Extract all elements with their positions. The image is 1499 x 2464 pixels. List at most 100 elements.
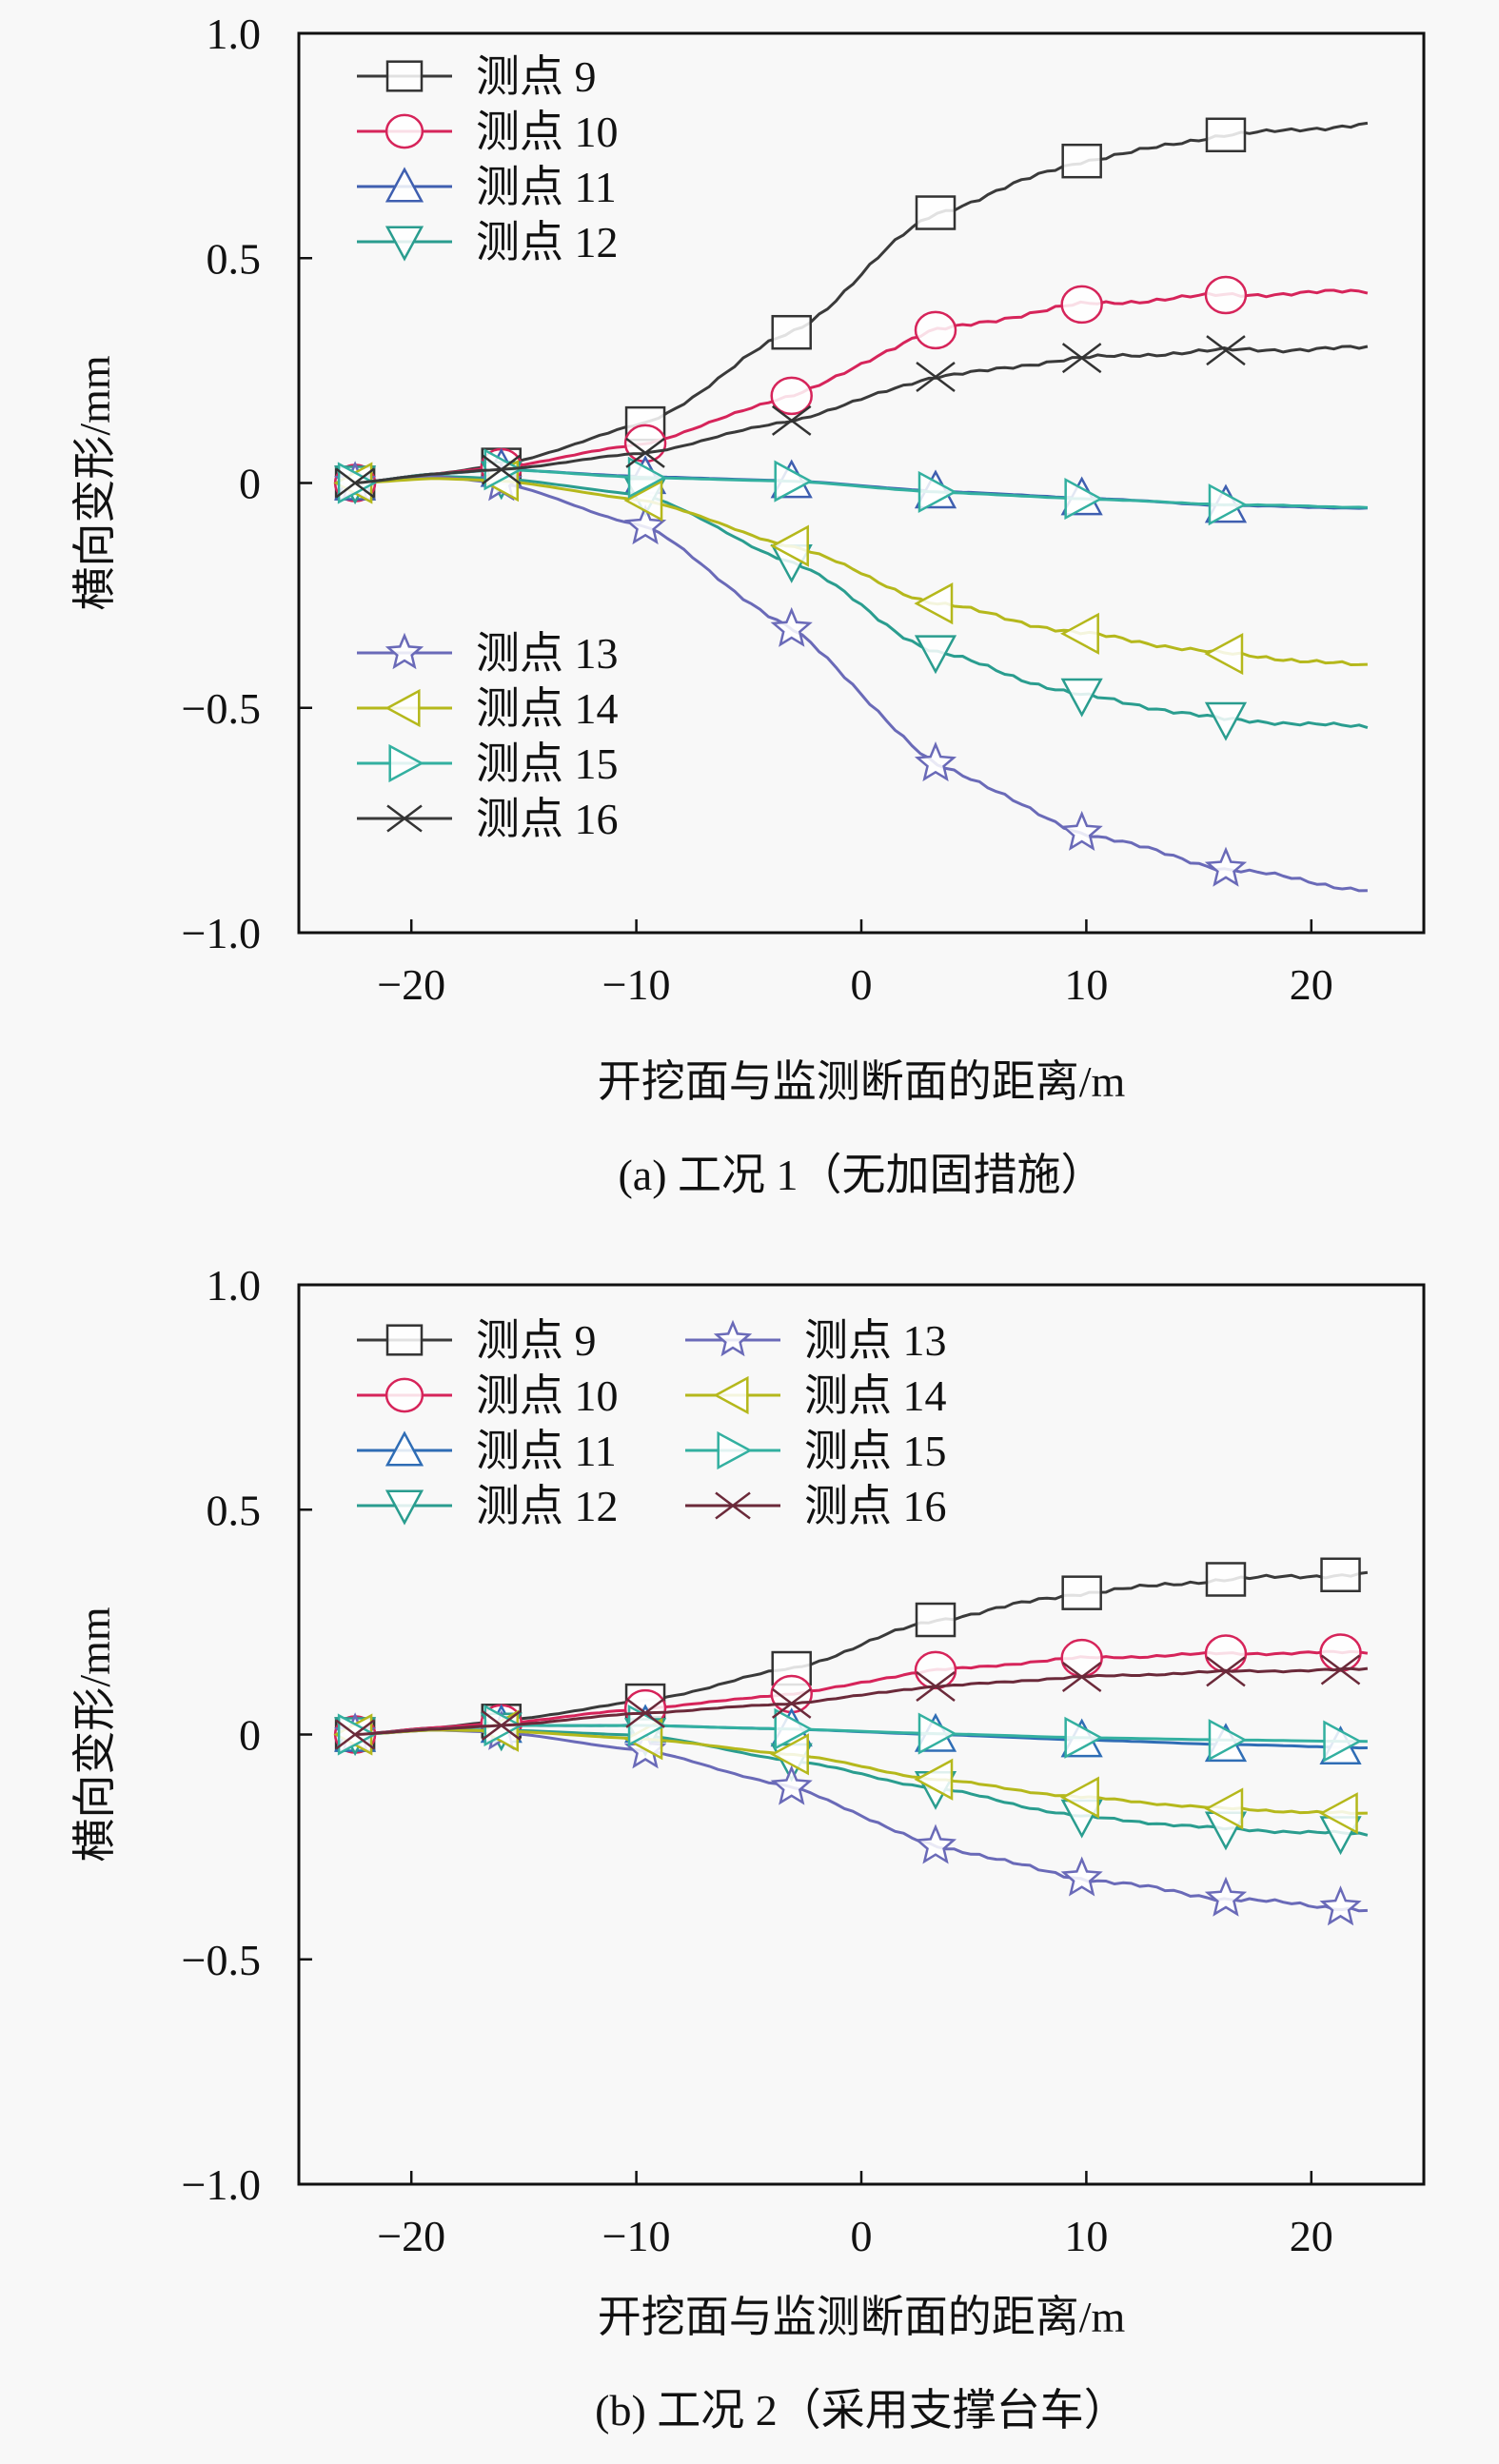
series-layer-b <box>333 1557 1369 1926</box>
legend-label: 测点 10 <box>476 108 619 156</box>
data-point-marker <box>1205 117 1247 153</box>
legend-marker-icon <box>715 1491 751 1520</box>
data-point-marker <box>914 582 954 625</box>
legend-marker-icon <box>385 632 424 670</box>
legend-label: 测点 9 <box>476 52 597 101</box>
data-point-marker <box>1204 275 1248 315</box>
data-point-marker <box>482 1710 522 1742</box>
y-tick-label: 0 <box>239 1711 261 1760</box>
data-point-marker <box>914 310 957 350</box>
data-point-marker <box>1204 701 1248 741</box>
legend-marker-icon <box>385 167 424 203</box>
legend-marker-icon <box>713 1319 753 1357</box>
legend-item: 测点 16 <box>685 1482 947 1530</box>
series-line <box>355 475 1368 893</box>
series-line <box>354 468 1368 509</box>
legend-item: 测点 9 <box>357 1316 597 1365</box>
legend-marker-icon <box>385 1430 424 1467</box>
legend-label: 测点 12 <box>476 218 619 266</box>
data-point-marker <box>917 1712 957 1755</box>
series-line <box>354 1649 1369 1736</box>
series-line <box>354 345 1369 484</box>
data-point-marker <box>774 1707 814 1750</box>
data-point-marker <box>1060 1856 1103 1897</box>
x-tick-label: −10 <box>602 2212 671 2260</box>
legend-label: 测点 13 <box>476 629 619 678</box>
legend-marker-icon <box>385 113 424 149</box>
legend-label: 测点 15 <box>804 1427 947 1475</box>
legend-label: 测点 9 <box>476 1316 597 1365</box>
data-point-marker <box>1060 810 1103 851</box>
legend-marker-icon <box>713 1375 749 1415</box>
data-point-marker <box>1319 1633 1362 1672</box>
data-point-marker <box>482 454 522 485</box>
data-point-marker <box>770 376 813 416</box>
legend-marker-icon <box>385 226 424 262</box>
data-point-marker <box>1320 1557 1361 1593</box>
data-point-marker <box>625 437 665 468</box>
legend-label: 测点 12 <box>476 1482 619 1530</box>
data-point-marker <box>914 1650 957 1690</box>
data-point-marker <box>771 314 812 350</box>
legend-item: 测点 13 <box>685 1316 947 1365</box>
data-point-marker <box>1206 1656 1246 1687</box>
y-tick-label: 0.5 <box>207 1486 262 1534</box>
data-point-marker <box>335 1719 375 1750</box>
legend-item: 测点 14 <box>357 684 619 733</box>
data-point-marker <box>770 1733 809 1776</box>
data-point-marker <box>1320 1654 1361 1685</box>
data-point-marker <box>627 456 667 499</box>
data-point-marker <box>915 1602 957 1638</box>
x-axis-label-b: 开挖面与监测断面的距离/m <box>598 2293 1126 2341</box>
legend-item: 测点 12 <box>357 1482 619 1530</box>
legend-label: 测点 11 <box>476 163 617 211</box>
y-tick-label: −0.5 <box>182 1936 261 1984</box>
data-point-marker <box>917 470 957 514</box>
data-point-marker <box>1208 483 1248 526</box>
data-point-marker <box>1061 343 1102 374</box>
data-point-marker <box>1061 143 1102 179</box>
data-point-marker <box>1319 1885 1362 1926</box>
series-line <box>355 475 1369 730</box>
legend-item: 测点 16 <box>357 795 619 843</box>
series-line <box>355 1728 1368 1815</box>
legend-label: 测点 16 <box>804 1482 947 1530</box>
legend-item: 测点 15 <box>357 739 619 788</box>
data-point-marker <box>914 741 957 782</box>
y-axis-label-b: 横向变形/mm <box>70 1607 119 1863</box>
legend-item: 测点 14 <box>685 1371 947 1420</box>
data-point-marker <box>1206 335 1246 366</box>
data-point-marker <box>770 1764 813 1805</box>
caption-a: (a) 工况 1（无加固措施） <box>618 1151 1104 1199</box>
data-point-marker <box>623 504 667 545</box>
data-point-marker <box>1205 1562 1247 1597</box>
y-tick-label: −1.0 <box>182 2160 261 2209</box>
legend-item: 测点 15 <box>685 1427 947 1475</box>
legend-marker-icon <box>386 804 423 833</box>
x-tick-label: −10 <box>602 960 671 1009</box>
data-point-marker <box>1060 1776 1099 1819</box>
x-tick-label: 10 <box>1064 960 1108 1009</box>
legend-marker-icon <box>385 1377 424 1413</box>
data-point-marker <box>770 606 813 647</box>
data-point-marker <box>1204 1634 1248 1673</box>
series-line <box>355 1728 1368 1913</box>
legend-item: 测点 12 <box>357 218 619 266</box>
data-point-marker <box>771 404 812 436</box>
axis-ticks-b: −20 −10 0 10 20 1.0 0.5 0 −0.5 −1.0 <box>182 1261 1333 2260</box>
x-tick-label: 20 <box>1290 960 1333 1009</box>
series-16 <box>335 335 1369 499</box>
legend-label: 测点 13 <box>804 1316 947 1365</box>
data-point-marker <box>1061 1662 1102 1693</box>
y-tick-label: −0.5 <box>182 684 261 733</box>
y-tick-label: 1.0 <box>207 1261 262 1310</box>
series-16 <box>335 1654 1369 1750</box>
data-point-marker <box>914 1758 954 1801</box>
x-tick-label: 0 <box>851 2212 873 2260</box>
legend-item: 测点 9 <box>357 52 597 101</box>
data-point-marker <box>1318 1792 1358 1835</box>
data-point-marker <box>1064 477 1104 521</box>
x-tick-label: −20 <box>377 960 445 1009</box>
